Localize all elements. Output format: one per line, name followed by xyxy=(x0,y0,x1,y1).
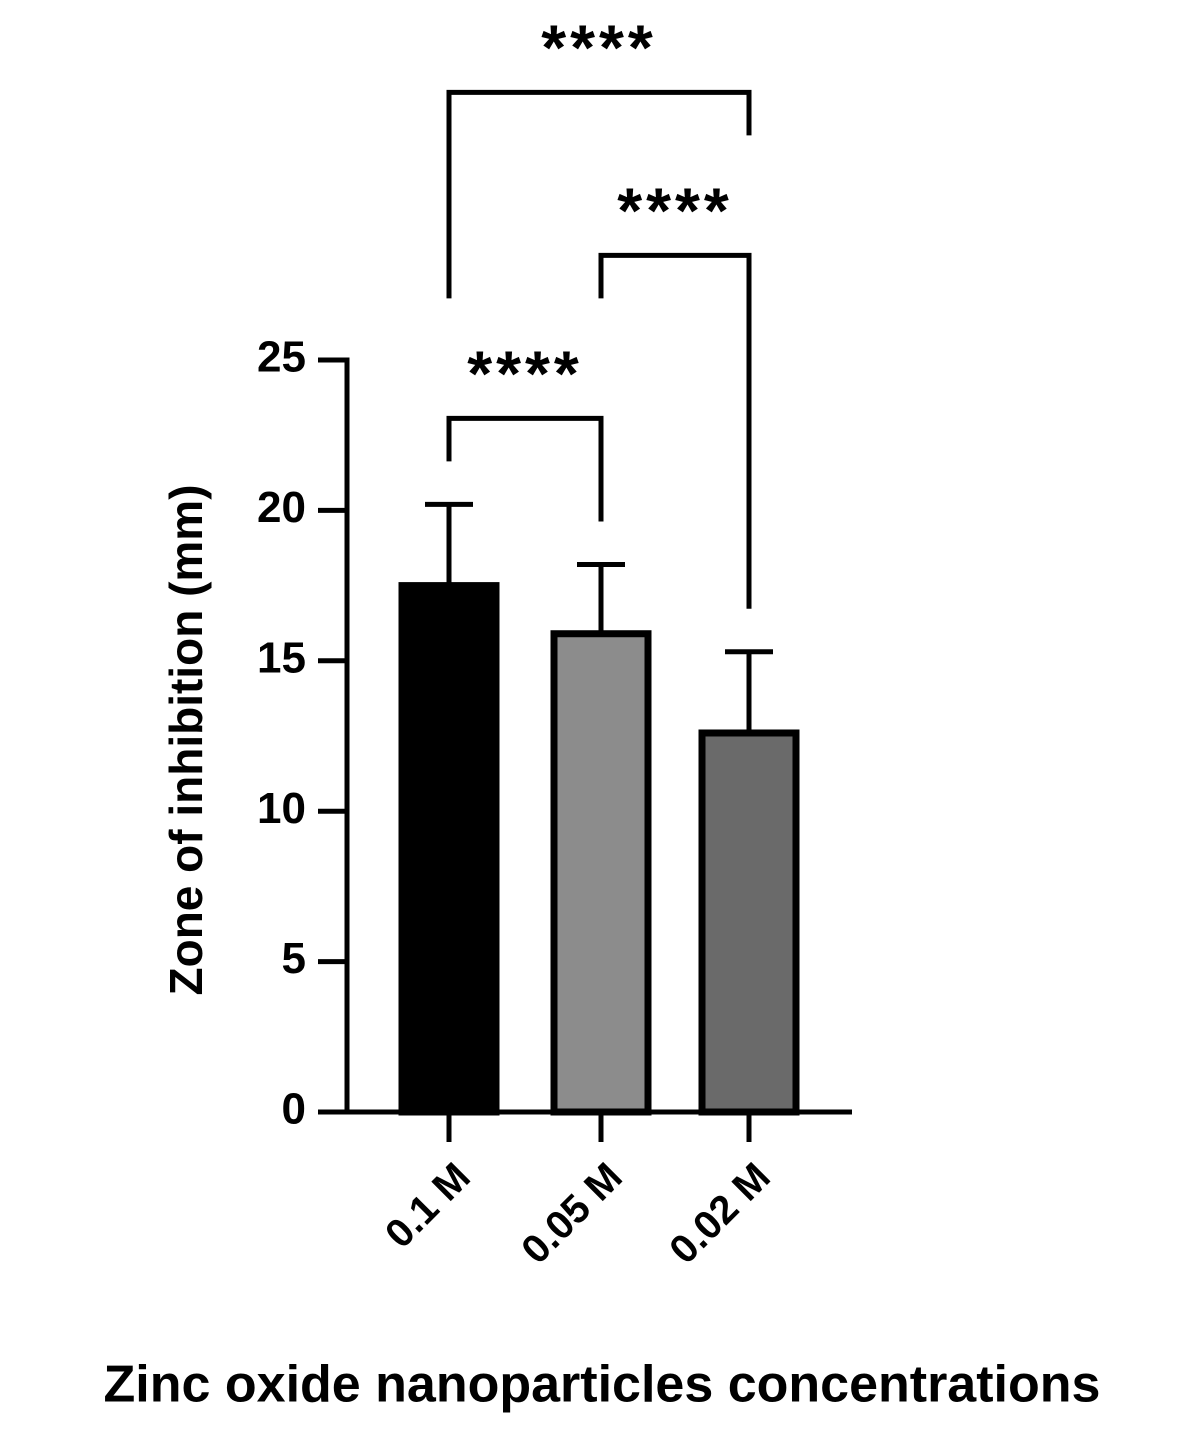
y-tick-label: 0 xyxy=(282,1085,306,1134)
y-tick-label: 15 xyxy=(257,633,306,682)
x-tick-label: 0.02 M xyxy=(661,1155,779,1273)
significance-label: **** xyxy=(467,337,583,409)
bar xyxy=(698,729,800,1116)
x-tick-label: 0.1 M xyxy=(377,1155,479,1257)
significance-bracket xyxy=(598,252,752,609)
y-tick-label: 20 xyxy=(257,483,306,532)
bar xyxy=(550,630,652,1116)
significance-label: **** xyxy=(617,174,733,246)
y-tick-label: 10 xyxy=(257,784,306,833)
y-tick-label: 5 xyxy=(282,934,306,983)
significance-bracket xyxy=(446,89,752,299)
bar xyxy=(398,582,500,1116)
x-tick-label: 0.05 M xyxy=(513,1155,631,1273)
x-axis-title: Zinc oxide nanoparticles concentrations xyxy=(104,1356,1101,1414)
y-tick-label: 25 xyxy=(257,333,306,382)
significance-label: **** xyxy=(541,11,657,83)
y-axis-title: Zone of inhibition (mm) xyxy=(160,484,212,995)
significance-bracket xyxy=(446,415,604,522)
